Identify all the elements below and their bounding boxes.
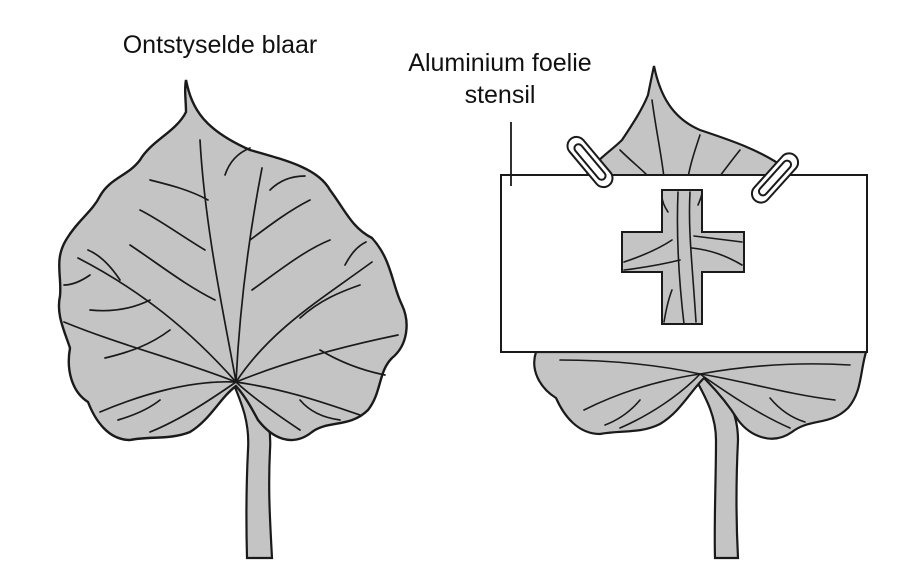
stencil-label-line2: stensil <box>464 81 536 109</box>
paperclip-icon <box>566 135 614 189</box>
untreated-leaf-label: Ontstyselde blaar <box>122 31 318 59</box>
stencil-label: Aluminium foelie stensil <box>380 47 620 111</box>
stencil-label-line1: Aluminium foelie <box>408 49 592 77</box>
left-leaf-blade <box>57 79 408 442</box>
treated-leaf <box>500 65 868 560</box>
untreated-leaf <box>57 79 408 560</box>
paperclip-icon <box>750 152 800 204</box>
right-leaf-bottom <box>533 350 868 440</box>
left-leaf-veins <box>63 139 399 433</box>
cross-window <box>621 189 745 325</box>
